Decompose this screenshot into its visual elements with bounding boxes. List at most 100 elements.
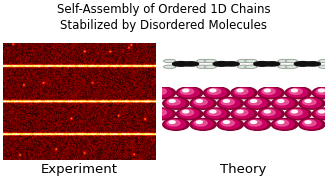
Circle shape — [183, 110, 189, 113]
Circle shape — [247, 120, 267, 129]
Text: Stabilized by Disordered Molecules: Stabilized by Disordered Molecules — [60, 19, 268, 32]
Circle shape — [208, 89, 221, 94]
Circle shape — [176, 87, 203, 99]
Circle shape — [192, 120, 213, 129]
Circle shape — [163, 65, 176, 68]
Circle shape — [154, 110, 166, 115]
Circle shape — [315, 88, 328, 97]
Circle shape — [213, 62, 230, 66]
Circle shape — [194, 99, 207, 105]
Circle shape — [183, 89, 189, 92]
Circle shape — [208, 110, 221, 115]
Circle shape — [312, 108, 328, 120]
Circle shape — [165, 120, 185, 129]
Circle shape — [221, 99, 235, 105]
Circle shape — [219, 98, 240, 108]
Circle shape — [276, 120, 289, 126]
Circle shape — [219, 120, 240, 129]
Circle shape — [235, 89, 248, 94]
Circle shape — [196, 121, 202, 123]
Circle shape — [317, 89, 328, 94]
Circle shape — [233, 88, 254, 97]
Text: Theory: Theory — [220, 163, 267, 177]
Circle shape — [247, 98, 267, 108]
Circle shape — [233, 109, 254, 118]
Circle shape — [190, 98, 216, 109]
Circle shape — [155, 89, 162, 92]
Circle shape — [274, 98, 294, 108]
Circle shape — [167, 99, 180, 105]
Circle shape — [197, 59, 209, 63]
Circle shape — [303, 99, 316, 105]
Circle shape — [217, 119, 243, 130]
Circle shape — [221, 120, 235, 126]
Circle shape — [154, 89, 166, 94]
Circle shape — [326, 119, 328, 130]
Circle shape — [223, 100, 230, 102]
Circle shape — [197, 65, 209, 68]
Circle shape — [318, 89, 325, 92]
Circle shape — [285, 65, 297, 68]
Circle shape — [326, 98, 328, 109]
Circle shape — [305, 100, 311, 102]
Circle shape — [173, 62, 190, 66]
Circle shape — [152, 109, 172, 118]
Circle shape — [204, 59, 216, 63]
Circle shape — [260, 88, 280, 97]
Circle shape — [217, 98, 243, 109]
Circle shape — [244, 119, 271, 130]
Circle shape — [285, 59, 297, 63]
Circle shape — [258, 87, 284, 99]
Circle shape — [262, 110, 275, 115]
Circle shape — [163, 98, 189, 109]
Circle shape — [169, 100, 175, 102]
Circle shape — [312, 87, 328, 99]
Circle shape — [149, 108, 175, 120]
Circle shape — [163, 119, 189, 130]
Circle shape — [192, 98, 213, 108]
Circle shape — [237, 59, 250, 63]
Circle shape — [167, 120, 180, 126]
Circle shape — [305, 62, 320, 66]
Circle shape — [264, 89, 270, 92]
Circle shape — [289, 110, 302, 115]
Circle shape — [179, 109, 199, 118]
Circle shape — [251, 121, 256, 123]
Circle shape — [237, 65, 250, 68]
Circle shape — [249, 120, 261, 126]
Circle shape — [204, 87, 230, 99]
Circle shape — [264, 62, 280, 66]
Circle shape — [298, 119, 325, 130]
Circle shape — [249, 99, 261, 105]
Circle shape — [285, 87, 311, 99]
Circle shape — [278, 100, 284, 102]
Circle shape — [224, 62, 239, 66]
Circle shape — [264, 110, 270, 113]
Circle shape — [298, 98, 325, 109]
Circle shape — [278, 65, 290, 68]
Circle shape — [278, 121, 284, 123]
Circle shape — [262, 89, 275, 94]
Circle shape — [292, 89, 297, 92]
Circle shape — [285, 108, 311, 120]
Circle shape — [318, 110, 325, 113]
Circle shape — [181, 89, 194, 94]
Circle shape — [287, 88, 308, 97]
Circle shape — [301, 120, 321, 129]
Circle shape — [258, 108, 284, 120]
Circle shape — [318, 65, 328, 68]
Circle shape — [251, 100, 256, 102]
Text: Self-Assembly of Ordered 1D Chains: Self-Assembly of Ordered 1D Chains — [57, 3, 271, 16]
Circle shape — [231, 87, 257, 99]
Circle shape — [245, 59, 257, 63]
Circle shape — [292, 110, 297, 113]
Circle shape — [237, 110, 243, 113]
Circle shape — [272, 98, 298, 109]
Circle shape — [254, 62, 271, 66]
Circle shape — [204, 108, 230, 120]
Circle shape — [287, 109, 308, 118]
Circle shape — [318, 59, 328, 63]
Circle shape — [206, 109, 226, 118]
Circle shape — [155, 110, 162, 113]
Text: Experiment: Experiment — [41, 163, 118, 177]
